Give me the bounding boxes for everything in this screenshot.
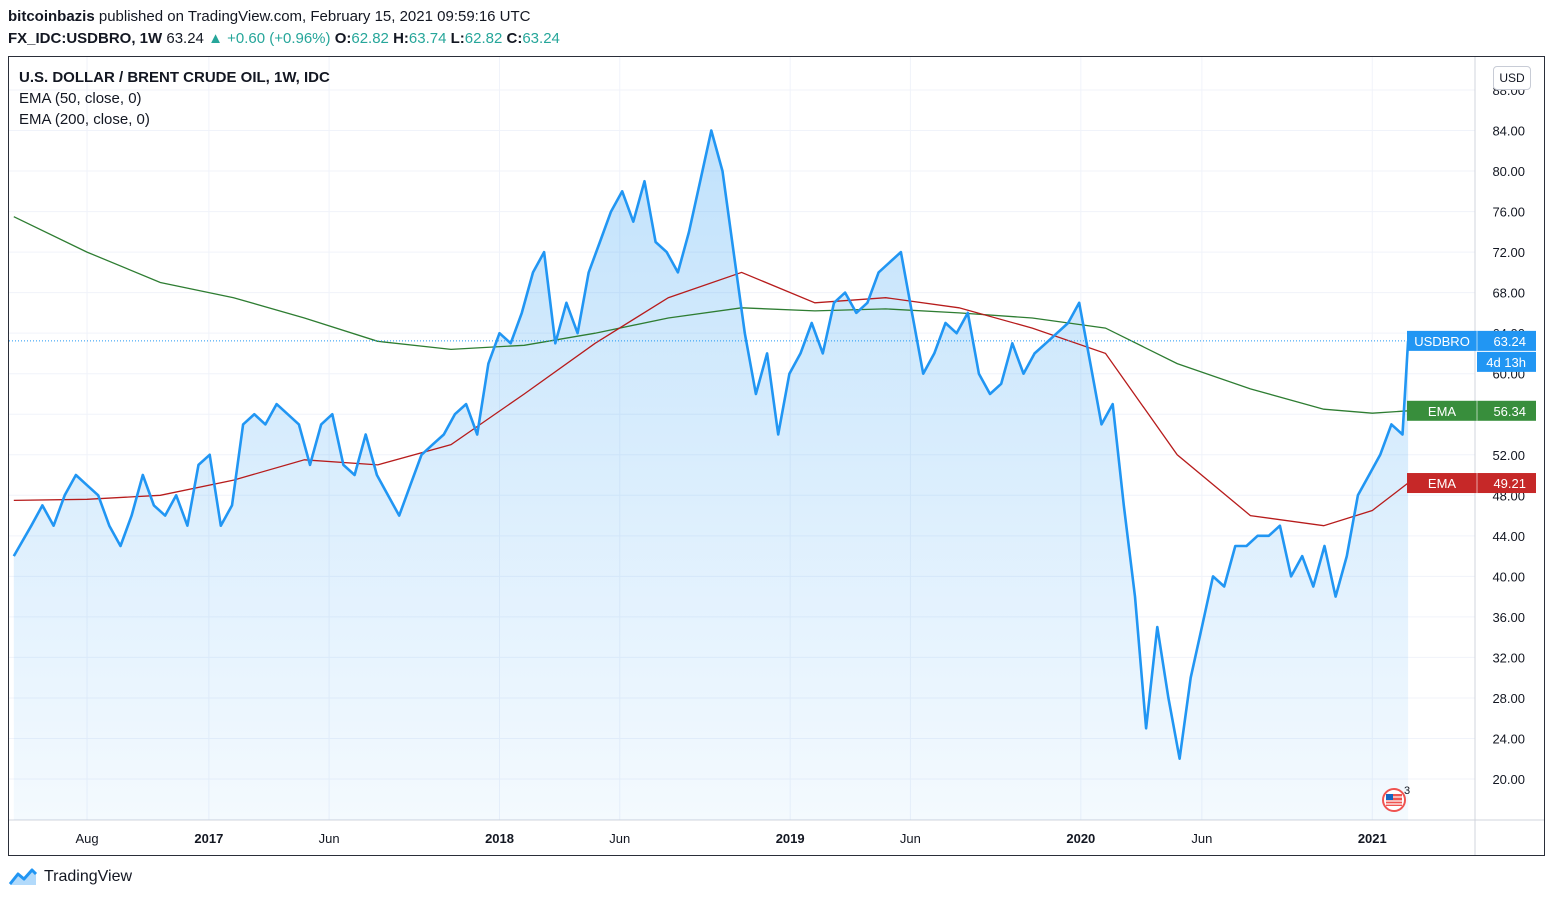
y-tick-label: 28.00	[1492, 691, 1525, 706]
chart-legend: U.S. DOLLAR / BRENT CRUDE OIL, 1W, IDC E…	[19, 67, 330, 130]
publish-line: bitcoinbazis published on TradingView.co…	[8, 6, 560, 28]
publish-info: published on TradingView.com, February 1…	[98, 8, 531, 25]
y-tick-label: 40.00	[1492, 569, 1525, 584]
x-tick-label: Jun	[319, 831, 340, 846]
y-tick-label: 80.00	[1492, 164, 1525, 179]
x-tick-label: 2017	[194, 831, 223, 846]
y-tick-label: 36.00	[1492, 610, 1525, 625]
last-price: 63.24	[166, 30, 204, 47]
y-tick-label: 32.00	[1492, 650, 1525, 665]
open-label: O:	[334, 30, 352, 47]
x-tick-label: Jun	[1191, 831, 1212, 846]
ema50-tag-bg	[1407, 473, 1536, 494]
x-tick-label: Jun	[609, 831, 630, 846]
events-flag-icon[interactable]: 3	[1382, 785, 1410, 812]
ema200-tag-bg	[1407, 400, 1536, 421]
x-tick-label: 2020	[1066, 831, 1095, 846]
close-value: 63.24	[522, 30, 560, 47]
x-tick-label: 2019	[776, 831, 805, 846]
y-tick-label: 24.00	[1492, 731, 1525, 746]
ema50-tag-name: EMA	[1428, 476, 1457, 491]
high-label: H:	[393, 30, 409, 47]
y-tick-label: 68.00	[1492, 286, 1525, 301]
x-tick-label: Aug	[75, 831, 98, 846]
chart-frame	[8, 56, 1545, 856]
close-label: C:	[506, 30, 523, 47]
y-tick-label: 52.00	[1492, 448, 1525, 463]
countdown-label: 4d 13h	[1486, 355, 1526, 370]
price-tag-bg	[1407, 330, 1536, 351]
publish-header: bitcoinbazis published on TradingView.co…	[8, 6, 560, 50]
price-tag-name: USDBRO	[1414, 334, 1470, 349]
x-tick-label: Jun	[900, 831, 921, 846]
price-area-fill	[13, 130, 1409, 820]
tradingview-logo[interactable]: TradingView	[8, 868, 132, 886]
y-tick-label: 72.00	[1492, 245, 1525, 260]
ema50-line[interactable]	[13, 271, 1409, 527]
ema200-tag-name: EMA	[1428, 404, 1457, 419]
price-tags: USDBRO 63.24 4d 13h EMA 56.34 EMA 49.21	[1407, 330, 1536, 494]
symbol-name: FX_IDC:USDBRO, 1W	[8, 30, 163, 47]
countdown-bg	[1477, 351, 1536, 372]
tradingview-logo-icon	[8, 868, 38, 885]
price-line[interactable]	[12, 129, 1410, 760]
legend-ema200[interactable]: EMA (200, close, 0)	[19, 111, 150, 128]
y-axis[interactable]: 88.0084.0080.0076.0072.0068.0064.0060.00…	[1492, 83, 1525, 787]
ema200-tag-value: 56.34	[1493, 404, 1526, 419]
ema50-tag-value: 49.21	[1493, 476, 1526, 491]
low-value: 62.82	[464, 30, 503, 47]
symbol-line: FX_IDC:USDBRO, 1W 63.24 ▲ +0.60 (+0.96%)…	[8, 28, 560, 50]
y-tick-label: 76.00	[1492, 205, 1525, 220]
x-tick-label: 2018	[485, 831, 514, 846]
events-count: 3	[1404, 785, 1410, 797]
brand-name: TradingView	[44, 868, 133, 885]
y-tick-label: 84.00	[1492, 124, 1525, 139]
low-label: L:	[450, 30, 465, 47]
currency-button[interactable]: USD	[1493, 66, 1531, 90]
legend-ema50[interactable]: EMA (50, close, 0)	[19, 90, 142, 107]
price-change: +0.60 (+0.96%)	[227, 30, 331, 47]
open-value: 62.82	[351, 30, 389, 47]
price-tag-value: 63.24	[1493, 334, 1526, 349]
high-value: 63.74	[408, 30, 447, 47]
x-tick-label: 2021	[1358, 831, 1387, 846]
up-arrow-icon: ▲	[208, 30, 223, 47]
author-name[interactable]: bitcoinbazis	[8, 8, 95, 25]
y-tick-label: 20.00	[1492, 772, 1525, 787]
x-axis[interactable]: Aug 2017 Jun 2018 Jun 2019 Jun 2020 Jun 2021	[75, 831, 1386, 846]
y-tick-label: 44.00	[1492, 529, 1525, 544]
chart-title: U.S. DOLLAR / BRENT CRUDE OIL, 1W, IDC	[19, 69, 330, 86]
